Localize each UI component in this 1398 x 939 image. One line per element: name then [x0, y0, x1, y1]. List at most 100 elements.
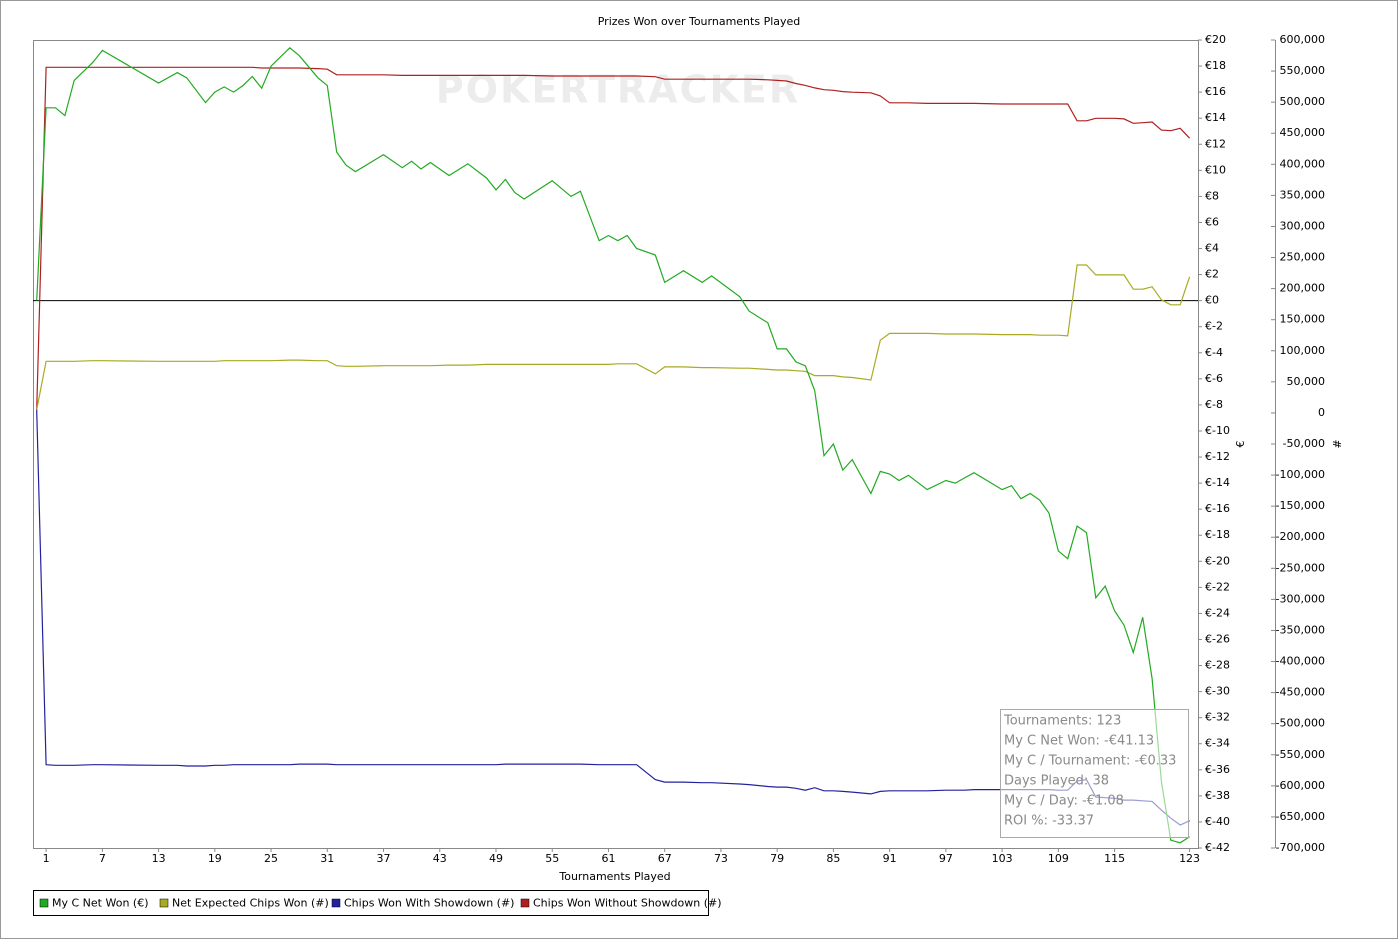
- x-tick-label: 61: [601, 852, 615, 865]
- y-tick-label: €18: [1205, 59, 1226, 72]
- y-tick-label: €-18: [1205, 528, 1230, 541]
- tooltip-line: My C / Tournament: -€0.33: [1004, 754, 1176, 769]
- y-tick-label: €-12: [1205, 450, 1230, 463]
- y-tick-label: €-38: [1205, 789, 1230, 802]
- tooltip-line: My C Net Won: -€41.13: [1004, 734, 1154, 749]
- y-tick-label: €-20: [1205, 554, 1230, 567]
- y2-tick-label: -50,000: [1283, 437, 1325, 450]
- y-tick-label: €-22: [1205, 580, 1230, 593]
- x-tick-label: 67: [658, 852, 672, 865]
- y-tick-label: €-16: [1205, 502, 1230, 515]
- x-tick-label: 115: [1104, 852, 1125, 865]
- series-line: [36, 66, 1191, 410]
- y-tick-label: €20: [1205, 33, 1226, 46]
- y2-tick-label: 50,000: [1287, 375, 1326, 388]
- y-tick-label: €-32: [1205, 711, 1230, 724]
- x-tick-label: 7: [99, 852, 106, 865]
- x-tick-label: 91: [883, 852, 897, 865]
- y-tick-label: €-2: [1205, 320, 1223, 333]
- y-tick-label: €12: [1205, 137, 1226, 150]
- y2-tick-label: 100,000: [1280, 344, 1326, 357]
- x-axis-label: Tournaments Played: [558, 870, 670, 883]
- legend-swatch: [331, 898, 341, 908]
- x-tick-label: 85: [826, 852, 840, 865]
- watermark: POKERTRACKER: [436, 68, 800, 112]
- y-tick-label: €-28: [1205, 659, 1230, 672]
- x-tick-label: 123: [1179, 852, 1200, 865]
- y2-axis-label: #: [1331, 439, 1344, 448]
- x-tick-label: 79: [770, 852, 784, 865]
- y-tick-label: €14: [1205, 111, 1226, 124]
- x-tick-label: 25: [264, 852, 278, 865]
- y2-tick-label: -100,000: [1276, 468, 1325, 481]
- y-tick-label: €4: [1205, 242, 1219, 255]
- x-tick-label: 97: [939, 852, 953, 865]
- y2-tick-label: -300,000: [1276, 592, 1325, 605]
- y2-tick-label: -650,000: [1276, 810, 1325, 823]
- y-tick-label: €-8: [1205, 398, 1223, 411]
- legend-label: Net Expected Chips Won (#): [172, 897, 329, 910]
- legend: My C Net Won (€) Net Expected Chips Won (…: [33, 890, 722, 916]
- y2-tick-label: -700,000: [1276, 841, 1325, 854]
- x-tick-label: 49: [489, 852, 503, 865]
- legend-label: My C Net Won (€): [52, 897, 149, 910]
- x-tick-label: 109: [1048, 852, 1069, 865]
- y-tick-label: €8: [1205, 189, 1219, 202]
- y2-tick-label: -200,000: [1276, 530, 1325, 543]
- legend-label: Chips Won With Showdown (#): [344, 897, 514, 910]
- y-tick-label: €-6: [1205, 372, 1223, 385]
- y2-tick-label: 0: [1318, 406, 1325, 419]
- tooltip-line: ROI %: -33.37: [1004, 814, 1094, 829]
- y2-tick-label: 350,000: [1280, 188, 1326, 201]
- y-tick-label: €-4: [1205, 346, 1223, 359]
- y2-tick-label: -250,000: [1276, 561, 1325, 574]
- tooltip-line: My C / Day: -€1.08: [1004, 794, 1124, 809]
- x-tick-label: 19: [208, 852, 222, 865]
- y-tick-label: €0: [1205, 294, 1219, 307]
- y2-tick-label: -450,000: [1276, 686, 1325, 699]
- y2-tick-label: -500,000: [1276, 717, 1325, 730]
- x-tick-label: 103: [992, 852, 1013, 865]
- y2-tick-label: 450,000: [1280, 126, 1326, 139]
- y2-tick-label: 200,000: [1280, 282, 1326, 295]
- tooltip-line: Tournaments: 123: [1003, 714, 1121, 729]
- y-tick-label: €10: [1205, 163, 1226, 176]
- legend-swatch: [39, 898, 49, 908]
- y2-tick-label: 400,000: [1280, 157, 1326, 170]
- tooltip-line: Days Played: 38: [1004, 774, 1109, 789]
- y-axis-label: €: [1234, 441, 1247, 448]
- series-line: [36, 46, 1190, 844]
- tooltip-box: [1000, 709, 1189, 838]
- x-tick-label: 43: [433, 852, 447, 865]
- legend-box: [33, 890, 709, 916]
- y2-tick-label: -150,000: [1276, 499, 1325, 512]
- y-tick-label: €2: [1205, 268, 1219, 281]
- y2-tick-label: 550,000: [1280, 64, 1326, 77]
- x-tick-label: 73: [714, 852, 728, 865]
- legend-swatch: [520, 898, 530, 908]
- y2-tick-label: -400,000: [1276, 655, 1325, 668]
- y2-tick-label: 250,000: [1280, 251, 1326, 264]
- x-tick-label: 13: [152, 852, 166, 865]
- x-tick-label: 1: [43, 852, 50, 865]
- legend-label: Chips Won Without Showdown (#): [533, 897, 722, 910]
- y2-tick-label: 500,000: [1280, 95, 1326, 108]
- y2-tick-label: 600,000: [1280, 33, 1326, 46]
- series-line: [36, 264, 1191, 410]
- plot-area: [33, 40, 1199, 849]
- y2-tick-label: -550,000: [1276, 748, 1325, 761]
- y-tick-label: €-40: [1205, 815, 1230, 828]
- y-tick-label: €-34: [1205, 737, 1230, 750]
- y2-tick-label: 150,000: [1280, 313, 1326, 326]
- y-tick-label: €-10: [1205, 424, 1230, 437]
- legend-swatch: [159, 898, 169, 908]
- y-tick-label: €-24: [1205, 606, 1230, 619]
- y2-tick-label: 300,000: [1280, 219, 1326, 232]
- chart-title: Prizes Won over Tournaments Played: [598, 15, 801, 28]
- y-tick-label: €-30: [1205, 685, 1230, 698]
- y-tick-label: €6: [1205, 215, 1219, 228]
- y-tick-label: €-42: [1205, 841, 1230, 854]
- y-tick-label: €16: [1205, 85, 1226, 98]
- y-tick-label: €-14: [1205, 476, 1230, 489]
